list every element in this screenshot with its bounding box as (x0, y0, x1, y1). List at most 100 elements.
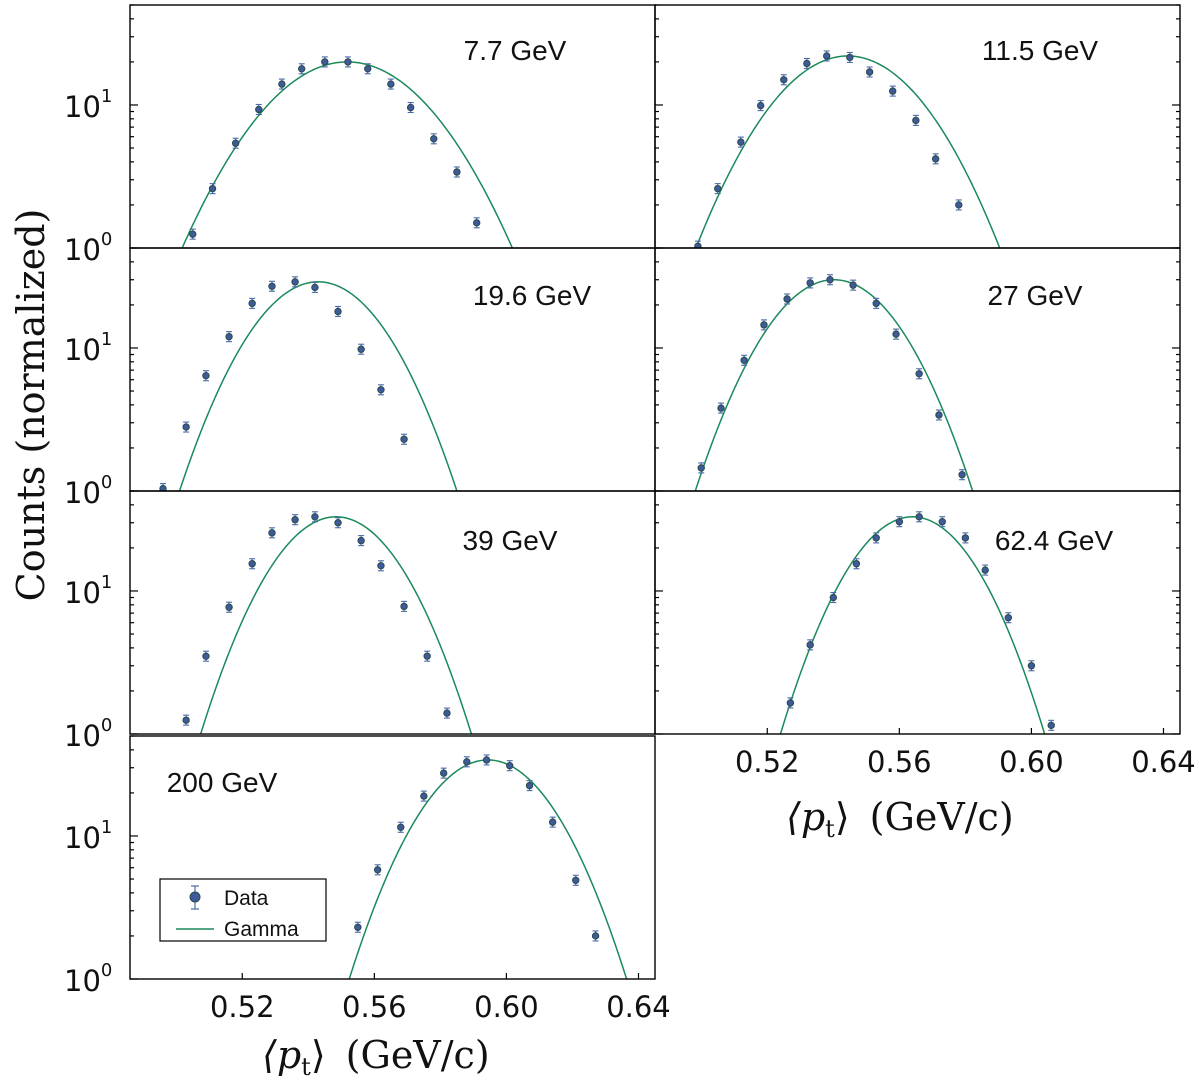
data-point (938, 516, 946, 528)
data-point-marker (852, 560, 861, 568)
data-point (439, 767, 448, 779)
data-point (472, 217, 481, 229)
data-point (357, 535, 365, 547)
energy-label: 62.4 GeV (995, 525, 1114, 556)
x-tick-label: 0.56 (867, 745, 932, 779)
data-point (912, 114, 920, 126)
data-point (202, 370, 210, 382)
data-point-marker (354, 923, 362, 931)
data-point (915, 511, 923, 523)
data-point-marker (938, 518, 946, 526)
y-tick-label: 101 (64, 329, 112, 367)
data-point (182, 421, 190, 433)
y-tick-exponent: 0 (101, 472, 112, 493)
y-tick-base: 10 (64, 964, 101, 998)
x-axis-title-left: ⟨pt⟩ (GeV/c) (262, 1033, 490, 1081)
legend: Data Gamma (159, 878, 327, 942)
data-point-marker (935, 411, 943, 419)
legend-gamma-label: Gamma (224, 918, 299, 941)
data-point (829, 591, 838, 604)
data-point-marker (420, 792, 428, 800)
data-point (420, 790, 428, 802)
data-point (1004, 612, 1013, 624)
data-point-marker (694, 242, 702, 248)
panel-frame (129, 490, 656, 735)
data-point-marker (182, 716, 190, 724)
gamma-fit-curve (779, 516, 1046, 734)
x-tick-label: 0.60 (999, 745, 1064, 779)
data-point-marker (872, 299, 880, 308)
data-point-marker (1047, 721, 1055, 730)
y-tick-label: 101 (64, 86, 112, 124)
data-point-marker (377, 386, 385, 394)
data-point-marker (439, 769, 448, 777)
data-point (1027, 660, 1036, 672)
data-point (248, 558, 256, 570)
data-point-marker (806, 641, 814, 649)
data-point-marker (482, 756, 491, 764)
data-point (400, 433, 408, 445)
x-tick-label: 0.64 (1131, 745, 1196, 779)
data-point-marker (268, 282, 276, 290)
data-point (400, 600, 408, 612)
data-point (955, 199, 963, 211)
legend-data-marker (189, 891, 201, 903)
data-point (397, 821, 405, 833)
data-point (225, 601, 233, 613)
data-point-marker (806, 279, 814, 287)
data-point (231, 137, 240, 149)
energy-label: 27 GeV (988, 280, 1083, 311)
data-point (291, 514, 299, 526)
data-point (248, 297, 256, 309)
data-point (852, 558, 861, 570)
data-point-marker (717, 404, 725, 412)
data-point-marker (387, 80, 395, 88)
data-point-marker (822, 52, 831, 60)
data-point-marker (248, 299, 256, 308)
data-point (572, 874, 580, 886)
y-tick-label: 100 (64, 229, 112, 267)
energy-label: 200 GeV (167, 767, 278, 798)
x-tick-label: 0.52 (210, 990, 275, 1024)
data-point (895, 516, 904, 528)
data-point (591, 930, 600, 942)
data-point (737, 136, 745, 148)
x-tick-label: 0.60 (474, 990, 539, 1024)
data-point-marker (548, 818, 557, 826)
data-point-marker (780, 76, 788, 84)
x-axis-title-right: ⟨pt⟩ (GeV/c) (786, 795, 1014, 843)
y-tick-exponent: 0 (101, 715, 112, 736)
data-point-marker (506, 761, 514, 770)
data-point-marker (202, 652, 210, 660)
data-point-marker (291, 515, 299, 524)
data-point-marker (430, 135, 438, 143)
data-point-marker (981, 566, 989, 574)
data-point (463, 756, 471, 768)
data-point-marker (364, 65, 372, 73)
data-point (291, 276, 299, 288)
data-point (311, 511, 319, 523)
data-point (717, 402, 725, 414)
data-point-marker (872, 534, 880, 542)
data-point (297, 63, 306, 75)
data-point (694, 240, 702, 248)
data-point-marker (892, 330, 900, 338)
data-point (849, 279, 857, 291)
data-point-marker (915, 513, 923, 521)
data-point (780, 74, 788, 86)
data-point-marker (311, 283, 319, 292)
panel-frame (654, 4, 1181, 249)
y-tick-base: 10 (64, 233, 101, 267)
data-point (182, 714, 190, 726)
x-tick-label: 0.56 (342, 990, 407, 1024)
data-point (931, 153, 940, 165)
data-point (357, 343, 365, 355)
y-tick-base: 10 (64, 821, 101, 855)
data-point-marker (756, 101, 765, 110)
data-point (889, 85, 897, 97)
data-point-marker (472, 219, 481, 227)
data-point (225, 331, 233, 343)
